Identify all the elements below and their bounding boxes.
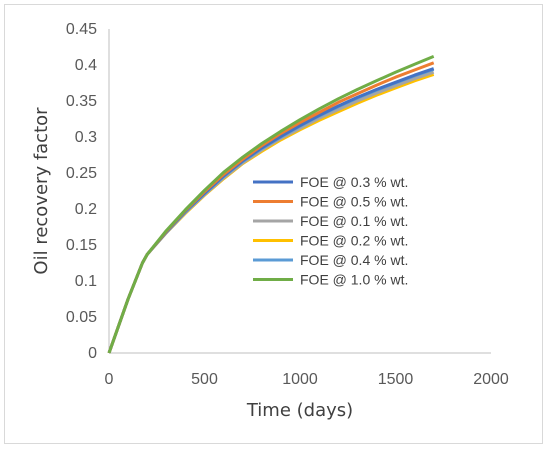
chart-frame xyxy=(4,4,543,444)
x-axis-title: Time (days) xyxy=(246,400,353,421)
y-tick-label: 0.45 xyxy=(66,21,97,38)
x-tick-label: 500 xyxy=(191,371,218,388)
y-tick-label: 0 xyxy=(88,345,97,362)
y-tick-label: 0.35 xyxy=(66,93,97,110)
legend-label: FOE @ 0.4 % wt. xyxy=(300,252,408,268)
legend-label: FOE @ 1.0 % wt. xyxy=(300,272,408,288)
legend-label: FOE @ 0.5 % wt. xyxy=(300,194,408,210)
y-tick-label: 0.15 xyxy=(66,237,97,254)
y-tick-label: 0.3 xyxy=(75,129,97,146)
legend: FOE @ 0.3 % wt. FOE @ 0.5 % wt. FOE @ 0.1 … xyxy=(253,174,408,288)
x-tick-labels: 0 500 1000 1500 2000 xyxy=(105,371,509,388)
y-tick-label: 0.2 xyxy=(75,201,97,218)
series-line xyxy=(107,55,435,354)
y-tick-labels: 0 0.05 0.1 0.15 0.2 0.25 0.3 0.35 0.4 0.45 xyxy=(66,21,97,362)
x-tick-label: 1000 xyxy=(282,371,318,388)
legend-label: FOE @ 0.1 % wt. xyxy=(300,213,408,229)
x-tick-label: 2000 xyxy=(473,371,509,388)
legend-label: FOE @ 0.2 % wt. xyxy=(300,233,408,249)
y-tick-label: 0.4 xyxy=(75,57,97,74)
y-tick-label: 0.1 xyxy=(75,273,97,290)
y-axis-title: Oil recovery factor xyxy=(31,107,52,275)
series-lines xyxy=(107,55,435,354)
series-line xyxy=(107,67,435,354)
series-line xyxy=(107,67,435,354)
x-tick-label: 1500 xyxy=(378,371,414,388)
y-tick-label: 0.25 xyxy=(66,165,97,182)
y-tick-label: 0.05 xyxy=(66,309,97,326)
x-tick-label: 0 xyxy=(105,371,114,388)
legend-label: FOE @ 0.3 % wt. xyxy=(300,174,408,190)
